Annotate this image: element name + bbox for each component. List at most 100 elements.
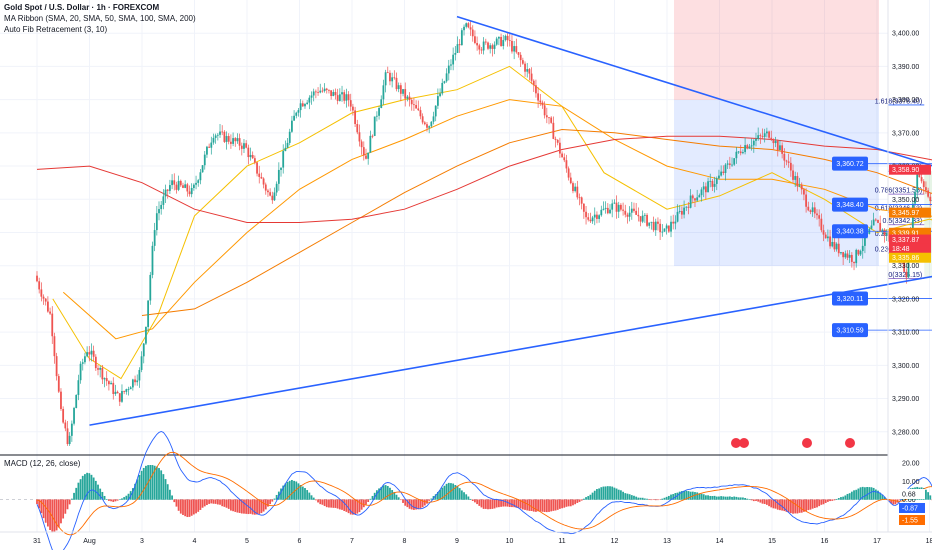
macd-histogram-bar xyxy=(772,499,775,509)
ma-ribbon-legend[interactable]: MA Ribbon (SMA, 20, SMA, 50, SMA, 100, S… xyxy=(4,14,196,23)
macd-histogram-bar xyxy=(310,495,313,500)
candle-body xyxy=(441,82,444,94)
macd-histogram-bar xyxy=(567,499,570,507)
macd-histogram-bar xyxy=(458,488,461,500)
macd-histogram-bar xyxy=(609,486,611,500)
candle-body xyxy=(123,391,126,392)
macd-histogram-bar xyxy=(341,499,343,510)
candle-body xyxy=(674,221,677,224)
macd-histogram-bar xyxy=(517,499,520,508)
candle-body xyxy=(572,183,574,192)
candle-body xyxy=(136,380,139,383)
macd-histogram-bar xyxy=(735,496,738,500)
trendlines[interactable] xyxy=(89,15,932,426)
candle-body xyxy=(561,153,563,158)
event-markers[interactable] xyxy=(731,438,855,448)
candle-body xyxy=(382,85,385,100)
candle-body xyxy=(489,45,492,49)
macd-histogram-bar xyxy=(576,499,579,503)
candle-body xyxy=(870,225,873,229)
macd-histogram-bar xyxy=(325,499,328,508)
candle-body xyxy=(36,275,38,282)
macd-histogram-bar xyxy=(158,468,160,500)
candle-body xyxy=(824,234,827,239)
candle-body xyxy=(482,41,485,51)
candle-body xyxy=(208,146,211,148)
macd-histogram-bar xyxy=(101,491,104,500)
candle-body xyxy=(591,217,594,222)
candle-body xyxy=(280,167,282,170)
macd-histogram-bar xyxy=(77,482,80,500)
candle-body xyxy=(79,363,82,381)
candle-body xyxy=(685,206,688,208)
macd-histogram-bar xyxy=(670,494,672,500)
macd-histogram-bar xyxy=(683,490,685,500)
candle-body xyxy=(835,243,838,250)
moving-average-line xyxy=(52,65,932,380)
trendline-lower[interactable] xyxy=(89,239,932,426)
macd-histogram-bar xyxy=(86,472,89,500)
candle-body xyxy=(436,96,439,106)
macd-histogram-bar xyxy=(415,499,418,510)
candle-body xyxy=(524,63,526,72)
macd-histogram-bar xyxy=(681,491,683,500)
macd-histogram-bar xyxy=(883,496,886,500)
macd-histogram-bar xyxy=(142,467,145,500)
macd-histogram-bar xyxy=(837,498,840,500)
event-flag-icon[interactable] xyxy=(731,438,741,448)
candle-body xyxy=(596,214,598,219)
event-flag-icon[interactable] xyxy=(739,438,749,448)
candle-body xyxy=(219,131,221,135)
candle-body xyxy=(474,36,476,44)
macd-histogram-bar xyxy=(221,499,224,507)
candle-body xyxy=(175,184,178,190)
candle-body xyxy=(55,356,58,377)
macd-histogram-bar xyxy=(787,499,790,513)
macd-histogram-bar xyxy=(643,498,646,500)
macd-histogram-bar xyxy=(131,488,134,500)
macd-value-tag xyxy=(899,489,925,499)
candle-body xyxy=(667,225,670,232)
macd-histogram-bar xyxy=(404,499,407,506)
macd-histogram-bar xyxy=(358,499,361,513)
macd-tick-label: 10.00 xyxy=(902,479,920,486)
macd-histogram-bar xyxy=(284,483,287,500)
candle-body xyxy=(408,96,411,100)
fib-legend[interactable]: Auto Fib Retracement (3, 10) xyxy=(4,25,108,34)
candle-body xyxy=(689,195,692,208)
candle-body xyxy=(454,52,457,55)
macd-histogram-bar xyxy=(406,499,409,508)
candle-body xyxy=(526,69,529,72)
time-axis[interactable]: 31Aug345678910111213141516171819202122 xyxy=(33,538,932,545)
event-flag-icon[interactable] xyxy=(802,438,812,448)
macd-histogram-bar xyxy=(160,470,163,500)
candle-body xyxy=(929,196,932,202)
macd-histogram-bar xyxy=(439,489,441,500)
candle-body xyxy=(471,29,474,37)
candle-body xyxy=(116,391,119,394)
macd-histogram-bar xyxy=(580,499,583,501)
macd-histogram-bar xyxy=(746,498,749,500)
candle-body xyxy=(476,43,479,46)
fib-band xyxy=(924,253,932,279)
macd-histogram-bar xyxy=(188,499,191,517)
macd-legend[interactable]: MACD (12, 26, close) xyxy=(4,459,81,468)
macd-histogram-bar xyxy=(127,493,130,500)
trendline-upper[interactable] xyxy=(456,15,932,233)
event-flag-icon[interactable] xyxy=(845,438,855,448)
candle-body xyxy=(169,185,171,191)
candle-body xyxy=(240,145,243,149)
candle-body xyxy=(589,219,592,222)
macd-histogram-bar xyxy=(236,499,239,513)
macd-histogram-bar xyxy=(504,499,507,507)
candle-body xyxy=(271,195,274,201)
target-label: 3,360.72 xyxy=(836,161,863,168)
macd-histogram-bar xyxy=(116,499,119,501)
macd-histogram-bar xyxy=(887,499,890,502)
fib-level-label: 0(3326.15) xyxy=(888,272,922,279)
macd-histogram-bar xyxy=(465,494,468,500)
candle-body xyxy=(556,139,559,143)
candle-body xyxy=(428,126,431,128)
candle-body xyxy=(500,36,502,47)
